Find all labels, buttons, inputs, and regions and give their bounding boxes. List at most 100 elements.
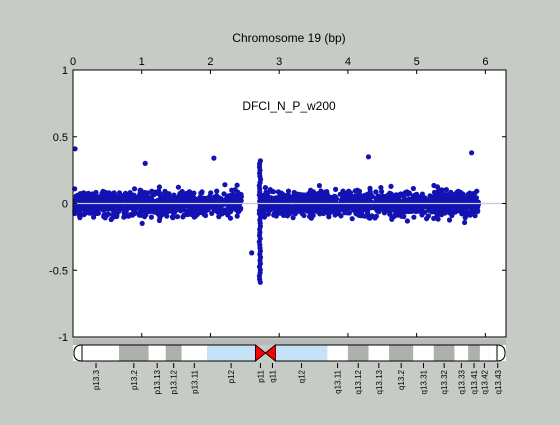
data-point xyxy=(232,187,238,193)
data-point xyxy=(186,206,192,212)
data-point xyxy=(198,203,204,209)
data-point xyxy=(301,192,307,198)
data-point xyxy=(192,213,198,219)
x-tick-label: 1 xyxy=(139,56,145,68)
data-point xyxy=(83,200,89,206)
data-point xyxy=(175,184,181,190)
data-point xyxy=(472,190,478,196)
data-point xyxy=(191,194,197,200)
data-point xyxy=(455,188,461,194)
data-point xyxy=(410,185,416,192)
data-point xyxy=(177,194,183,200)
data-point xyxy=(290,215,296,221)
data-point xyxy=(154,190,160,196)
ideogram-band xyxy=(148,345,166,361)
data-point xyxy=(367,198,373,204)
data-point xyxy=(81,212,87,218)
data-point xyxy=(317,191,324,197)
data-point xyxy=(264,203,270,209)
data-point xyxy=(340,188,346,194)
data-point xyxy=(169,214,175,220)
data-point xyxy=(368,205,374,211)
data-point xyxy=(72,146,78,152)
ideogram-band xyxy=(119,345,149,361)
data-point xyxy=(160,194,166,200)
data-point xyxy=(378,185,384,191)
data-point xyxy=(157,199,163,206)
data-point xyxy=(463,207,469,213)
data-point xyxy=(233,206,239,212)
data-point xyxy=(422,197,428,203)
data-point xyxy=(221,191,227,197)
data-point xyxy=(227,209,233,215)
data-point xyxy=(409,203,415,209)
data-point xyxy=(100,188,106,194)
y-tick-label: -0.5 xyxy=(49,265,68,277)
data-point xyxy=(166,196,172,202)
data-point xyxy=(398,213,405,219)
data-point xyxy=(142,160,148,166)
band-label: q13.31 xyxy=(420,369,429,394)
data-point xyxy=(132,207,138,214)
data-point xyxy=(122,191,128,197)
y-tick-label: 0 xyxy=(62,199,68,211)
data-point xyxy=(353,210,359,217)
data-point xyxy=(448,189,454,195)
data-point xyxy=(418,195,424,201)
data-point xyxy=(285,192,291,198)
x-tick-label: 0 xyxy=(70,56,76,68)
data-point xyxy=(411,214,417,220)
data-point xyxy=(307,213,313,220)
data-point xyxy=(268,198,274,204)
data-point xyxy=(431,215,437,221)
data-point xyxy=(329,203,335,209)
data-point xyxy=(443,187,449,193)
data-point xyxy=(287,209,293,215)
x-tick-label: 3 xyxy=(276,56,282,68)
ideogram-band xyxy=(413,345,434,361)
data-point xyxy=(99,198,106,204)
band-label: p13.11 xyxy=(190,369,199,393)
data-point xyxy=(152,209,158,215)
data-point xyxy=(316,183,322,189)
band-label: q13.2 xyxy=(397,369,406,390)
data-point xyxy=(373,213,379,219)
data-point xyxy=(257,279,263,285)
data-point xyxy=(264,198,270,204)
data-point xyxy=(265,211,271,217)
band-label: q13.33 xyxy=(457,369,466,394)
data-point xyxy=(344,206,350,212)
data-point xyxy=(399,205,405,211)
data-point xyxy=(462,219,468,226)
data-point xyxy=(387,211,393,217)
data-point xyxy=(319,204,325,210)
data-point xyxy=(305,195,311,201)
data-point xyxy=(367,189,373,195)
data-point xyxy=(267,188,273,194)
data-point xyxy=(379,204,385,210)
data-point xyxy=(117,203,123,209)
x-tick-label: 4 xyxy=(345,56,351,68)
data-point xyxy=(285,188,292,194)
data-point xyxy=(465,192,471,198)
data-point xyxy=(146,199,152,205)
chromosome-cap xyxy=(496,344,506,362)
data-point xyxy=(145,190,151,196)
data-point xyxy=(94,205,100,211)
data-point xyxy=(191,190,197,196)
band-label: q13.13 xyxy=(375,369,384,394)
centromere-p xyxy=(255,344,267,362)
data-point xyxy=(435,216,441,222)
data-point xyxy=(294,208,300,215)
data-point xyxy=(280,211,286,218)
data-point xyxy=(473,195,479,201)
data-point xyxy=(209,210,215,216)
data-point xyxy=(234,213,240,219)
data-point xyxy=(211,155,217,161)
band-label: p13.3 xyxy=(92,369,101,390)
band-label: p12 xyxy=(227,369,236,383)
ideogram-band xyxy=(368,345,390,361)
data-point xyxy=(424,216,430,222)
chromosome-ideogram xyxy=(73,344,506,362)
data-point xyxy=(234,182,240,188)
